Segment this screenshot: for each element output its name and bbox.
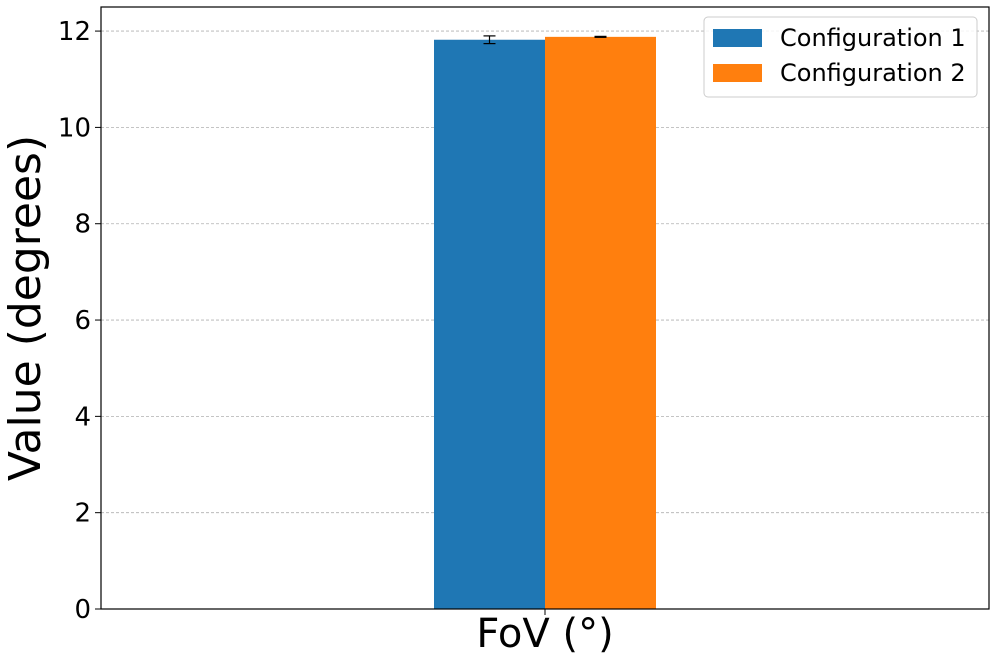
legend-swatch bbox=[713, 64, 762, 82]
legend-swatch bbox=[713, 29, 762, 47]
error-bar bbox=[483, 35, 496, 45]
bar-configuration-1 bbox=[434, 39, 545, 610]
error-bar bbox=[594, 35, 607, 38]
x-tick-label: FoV (°) bbox=[476, 611, 613, 657]
y-tick-label: 4 bbox=[74, 402, 91, 432]
y-tick-label: 0 bbox=[74, 595, 91, 625]
y-tick-label: 8 bbox=[74, 210, 91, 240]
legend: Configuration 1 Configuration 2 bbox=[703, 16, 978, 98]
bars bbox=[434, 36, 656, 610]
y-tick-label: 10 bbox=[58, 113, 91, 143]
bar-configuration-2 bbox=[545, 36, 656, 610]
y-tick-label: 12 bbox=[58, 17, 91, 47]
error-bars bbox=[483, 35, 607, 45]
y-axis-ticks: 0 2 4 6 8 10 12 bbox=[58, 17, 101, 625]
legend-label: Configuration 1 bbox=[780, 24, 966, 52]
y-tick-label: 6 bbox=[74, 306, 91, 336]
y-tick-label: 2 bbox=[74, 499, 91, 529]
legend-box bbox=[703, 16, 978, 98]
y-axis-title: Value (degrees) bbox=[0, 135, 51, 481]
x-axis-ticks: FoV (°) bbox=[476, 609, 614, 657]
legend-label: Configuration 2 bbox=[780, 59, 966, 87]
